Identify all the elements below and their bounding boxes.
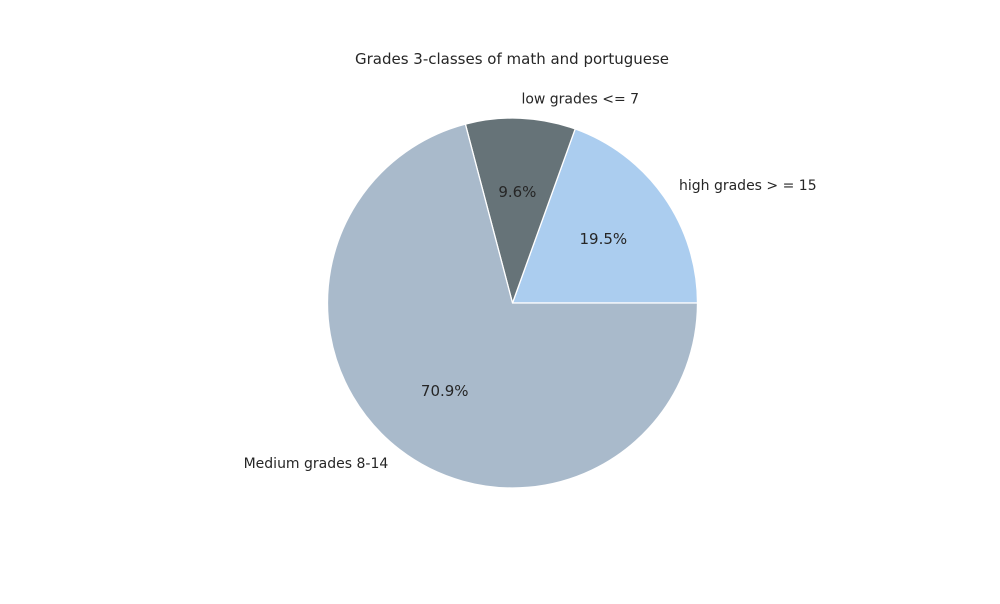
slice-category-label: Medium grades 8-14 <box>244 456 389 472</box>
pie-slice <box>326 123 699 489</box>
slice-category-label: high grades > = 15 <box>679 178 817 194</box>
pie-slice <box>511 128 699 304</box>
slice-category-label: low grades <= 7 <box>521 92 639 108</box>
pie-slices <box>326 117 699 489</box>
pie-slice <box>464 117 576 306</box>
slice-value-label: 9.6% <box>498 183 536 201</box>
slice-value-label: 19.5% <box>579 230 627 248</box>
chart-title: Grades 3-classes of math and portuguese <box>355 50 669 68</box>
pie-labels: 19.5% high grades > = 15 9.6% low grades <=… <box>244 92 817 472</box>
slice-value-label: 70.9% <box>421 382 469 400</box>
